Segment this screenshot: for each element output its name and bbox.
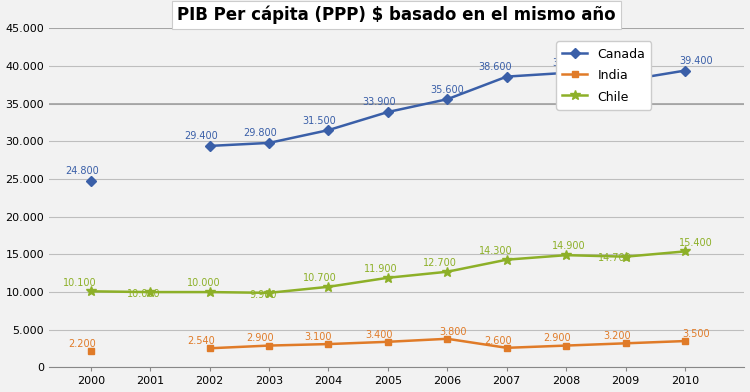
Text: 9.900: 9.900 (249, 290, 277, 299)
India (503, 345, 512, 350)
Title: PIB Per cápita (PPP) $ basado en el mismo año: PIB Per cápita (PPP) $ basado en el mism… (178, 5, 616, 24)
Text: 15.400: 15.400 (679, 238, 712, 248)
Chile (680, 249, 689, 254)
Text: 3.800: 3.800 (440, 327, 467, 336)
Canada (680, 68, 689, 73)
Chile (86, 289, 95, 294)
Chile (146, 290, 154, 294)
Chile (265, 290, 274, 295)
Text: 14.700: 14.700 (598, 254, 632, 263)
Text: 14.900: 14.900 (552, 241, 586, 251)
Canada (621, 78, 630, 83)
Text: 3.100: 3.100 (304, 332, 332, 342)
Text: 10.700: 10.700 (303, 273, 337, 283)
Text: 10.000: 10.000 (128, 289, 161, 299)
Chile (205, 290, 214, 294)
Text: 38.600: 38.600 (478, 62, 512, 72)
Text: 2.200: 2.200 (68, 339, 96, 348)
Text: 29.400: 29.400 (184, 131, 218, 142)
Text: 3.200: 3.200 (603, 331, 631, 341)
Canada (562, 71, 571, 75)
India (442, 336, 452, 341)
Canada (86, 178, 95, 183)
India (205, 346, 214, 350)
Text: 10.100: 10.100 (63, 278, 97, 288)
Canada (205, 143, 214, 148)
Text: 10.000: 10.000 (187, 278, 220, 288)
Line: Canada: Canada (87, 67, 688, 184)
Canada (265, 141, 274, 145)
Text: 14.300: 14.300 (479, 246, 513, 256)
Chile (383, 276, 392, 280)
Chile (442, 269, 452, 274)
Line: India: India (87, 335, 688, 354)
Text: 24.800: 24.800 (65, 166, 99, 176)
Text: 2.540: 2.540 (187, 336, 214, 346)
Text: 38.100: 38.100 (597, 80, 631, 89)
Text: 39.100: 39.100 (552, 58, 586, 68)
India (680, 339, 689, 343)
Text: 29.800: 29.800 (243, 129, 277, 138)
Text: 3.500: 3.500 (682, 329, 710, 339)
Text: 35.600: 35.600 (430, 85, 464, 95)
Canada (442, 97, 452, 102)
Chile (562, 253, 571, 258)
India (265, 343, 274, 348)
Text: 33.900: 33.900 (362, 98, 396, 107)
Text: 3.400: 3.400 (365, 330, 393, 339)
India (383, 339, 392, 344)
Text: 2.900: 2.900 (246, 333, 274, 343)
Text: 39.400: 39.400 (679, 56, 712, 66)
Line: Chile: Chile (86, 247, 690, 298)
Text: 2.600: 2.600 (484, 336, 512, 346)
India (86, 348, 95, 353)
Chile (324, 285, 333, 289)
Canada (324, 128, 333, 132)
Text: 2.900: 2.900 (544, 333, 571, 343)
India (324, 342, 333, 347)
Canada (503, 74, 512, 79)
Text: 31.500: 31.500 (303, 116, 337, 125)
Text: 11.900: 11.900 (364, 264, 398, 274)
Chile (621, 254, 630, 259)
Canada (383, 110, 392, 114)
Chile (503, 257, 512, 262)
Legend: Canada, India, Chile: Canada, India, Chile (556, 42, 652, 110)
Text: 12.700: 12.700 (423, 258, 457, 268)
India (621, 341, 630, 346)
India (562, 343, 571, 348)
